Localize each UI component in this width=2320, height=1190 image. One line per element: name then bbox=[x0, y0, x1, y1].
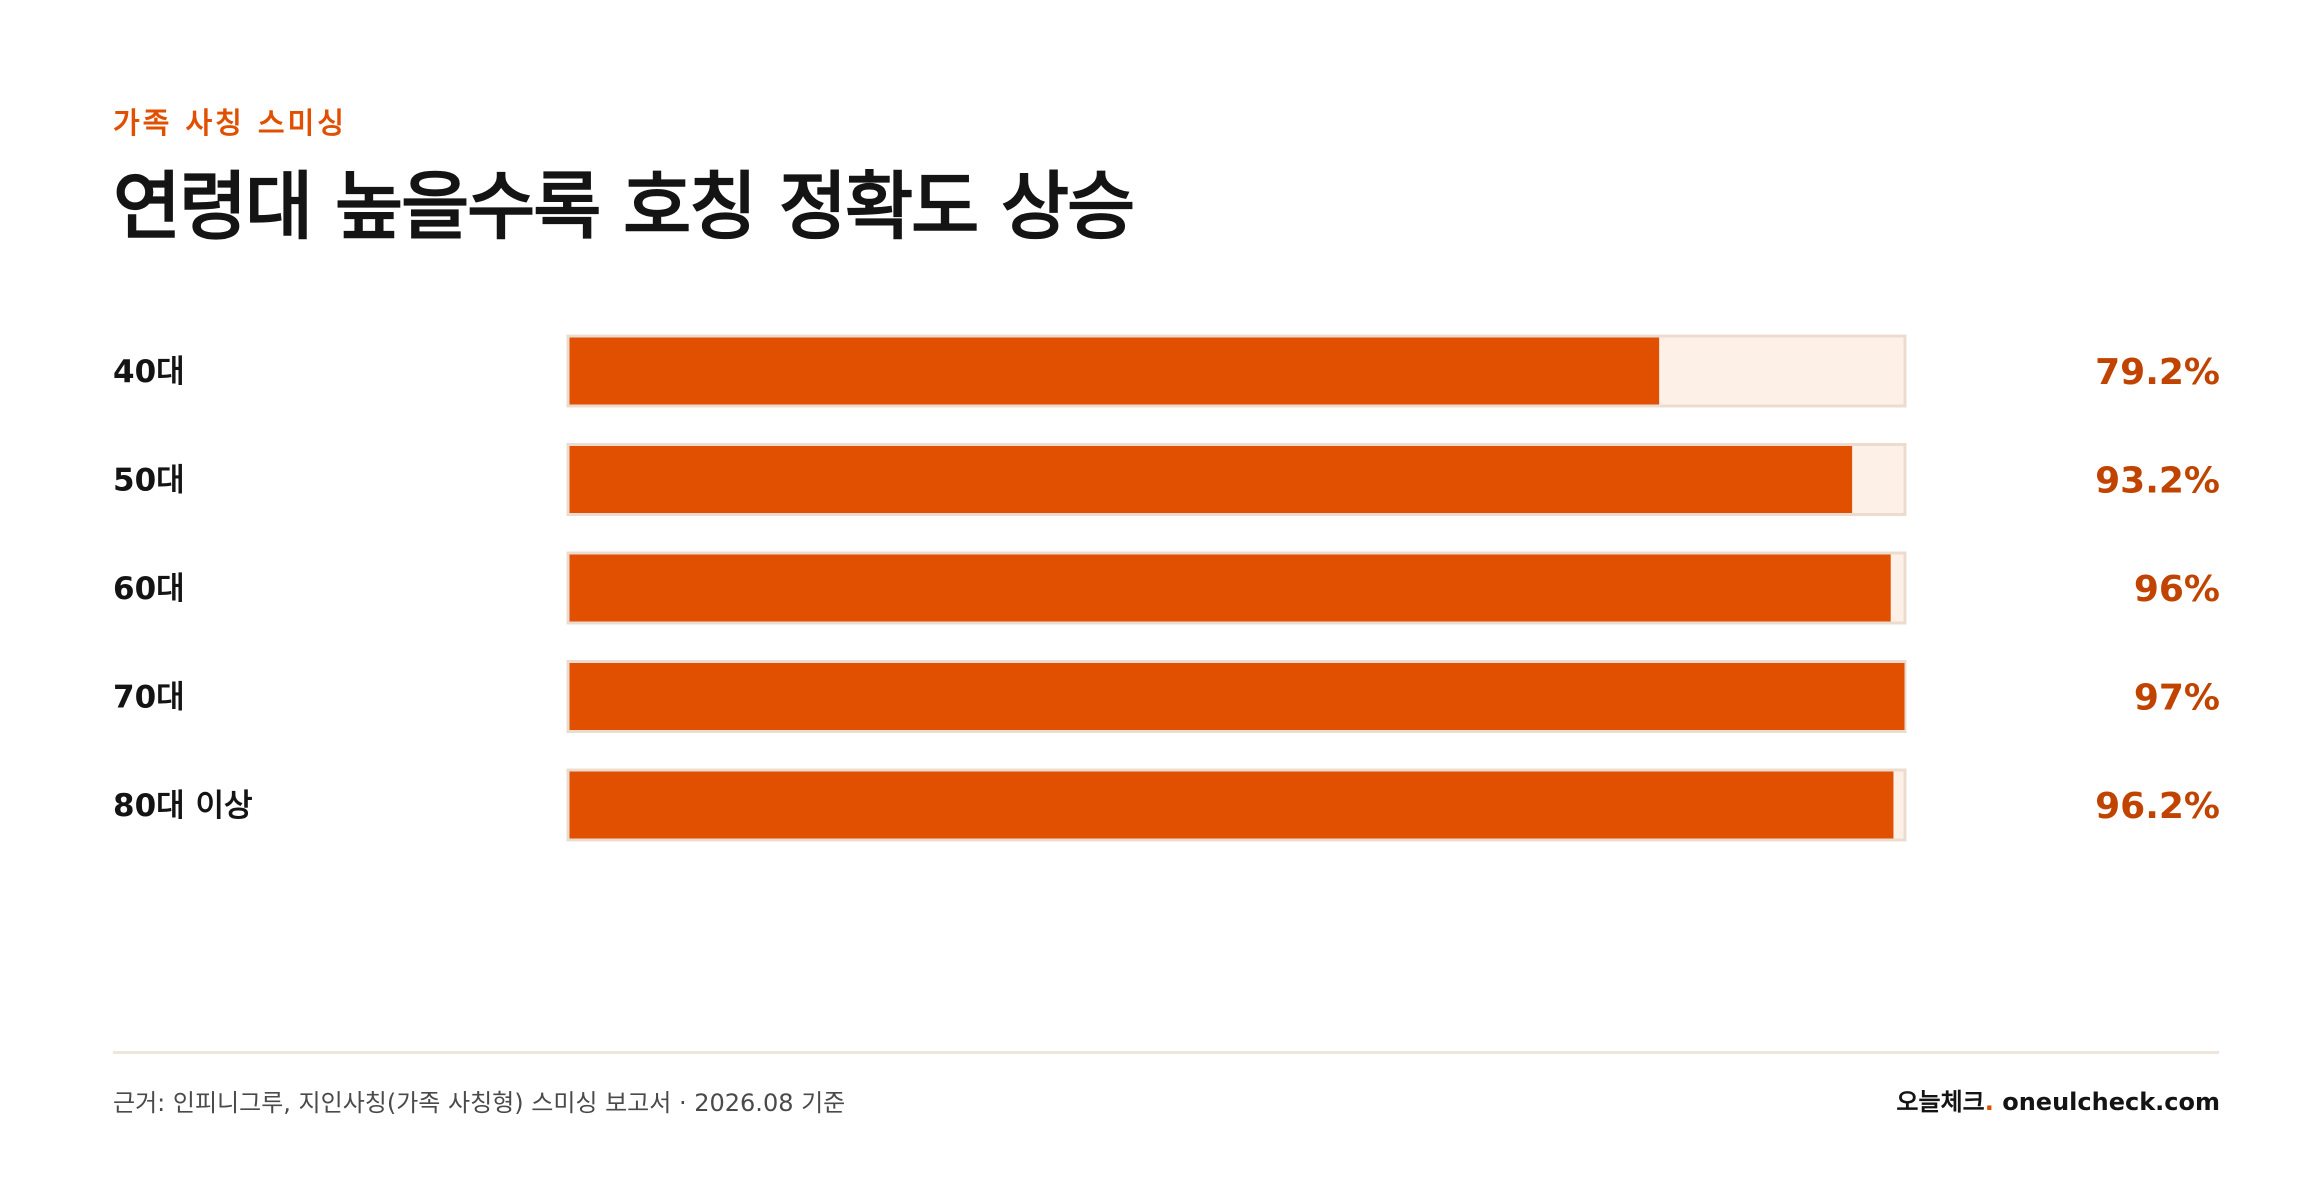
category-label: 60대 bbox=[113, 571, 185, 607]
bar bbox=[569, 337, 1660, 405]
brand-name: 오늘체크 bbox=[1896, 1088, 1985, 1116]
brand-dot: . bbox=[1984, 1088, 1994, 1116]
bar bbox=[569, 554, 1891, 622]
category-label: 40대 bbox=[113, 354, 185, 390]
brand-domain: oneulcheck.com bbox=[2002, 1088, 2220, 1116]
value-label: 96.2% bbox=[2095, 786, 2220, 827]
value-label: 96% bbox=[2134, 569, 2220, 610]
footer-divider bbox=[113, 1051, 2219, 1054]
chart-title: 연령대 높을수록 호칭 정확도 상승 bbox=[113, 164, 1135, 250]
value-label: 79.2% bbox=[2095, 352, 2220, 393]
source-note: 근거: 인피니그루, 지인사칭(가족 사칭형) 스미싱 보고서 · 2026.0… bbox=[113, 1089, 846, 1117]
bar bbox=[569, 771, 1894, 839]
value-label: 97% bbox=[2134, 678, 2220, 719]
bar bbox=[569, 446, 1853, 513]
value-label: 93.2% bbox=[2095, 461, 2220, 502]
category-label: 50대 bbox=[113, 463, 185, 499]
category-label: 70대 bbox=[113, 680, 185, 716]
bar-chart: 40대 79.2% 50대 93.2% 60대 96% 70대 97% 80대 이상 96.2% bbox=[113, 334, 2220, 842]
brand-credit: 오늘체크. oneulcheck.com bbox=[1896, 1082, 2220, 1117]
category-label: 80대 이상 bbox=[113, 788, 253, 824]
bar bbox=[569, 663, 1905, 730]
chart-eyebrow: 가족 사칭 스미싱 bbox=[113, 106, 347, 140]
